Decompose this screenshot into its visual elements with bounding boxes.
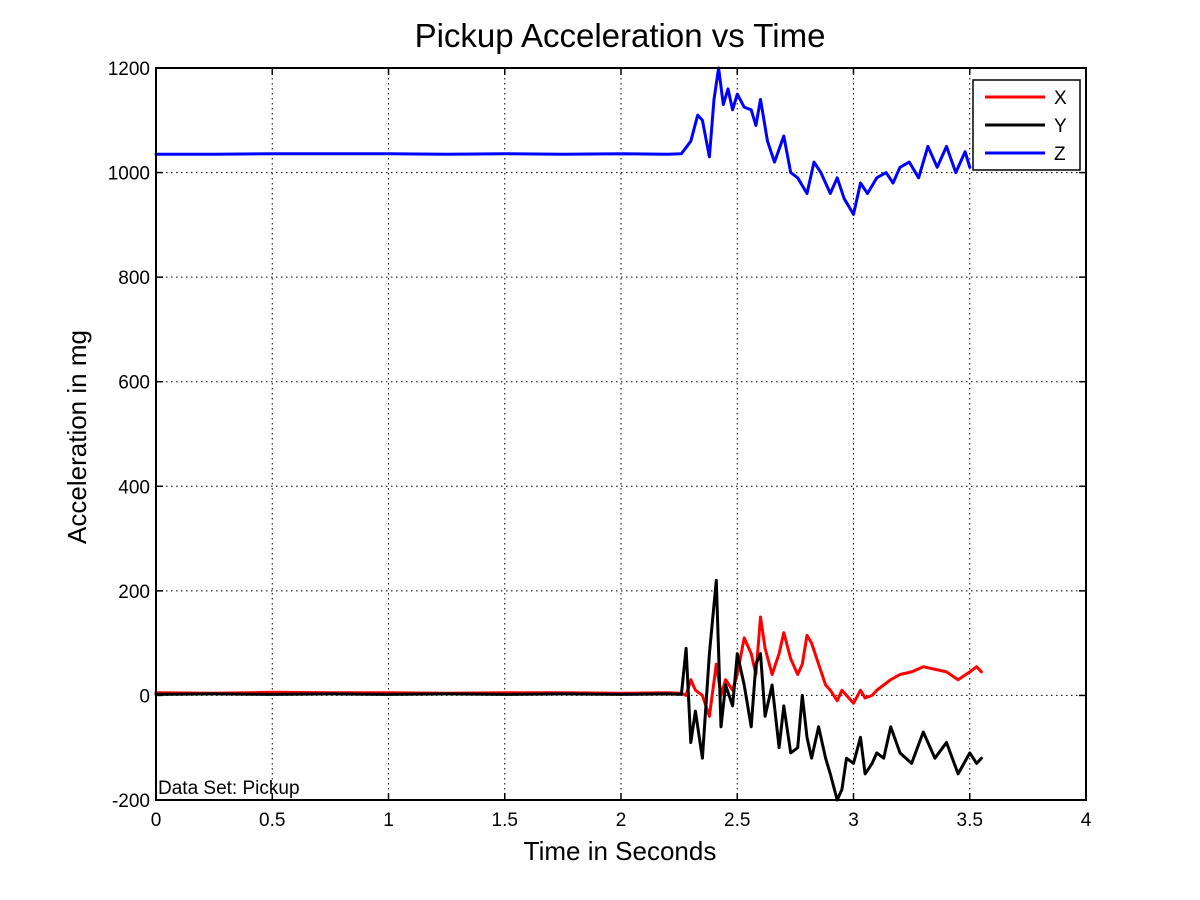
x-tick-label: 4	[1081, 810, 1092, 831]
x-tick-label: 0	[151, 810, 162, 831]
y-tick-label: -200	[112, 791, 150, 812]
series-line-z	[154, 66, 972, 216]
x-tick-label: 2.5	[724, 810, 750, 831]
y-tick-label: 200	[118, 582, 150, 603]
legend-label-x: X	[1054, 88, 1067, 109]
legend-label-y: Y	[1054, 116, 1067, 137]
series-line-y	[154, 578, 983, 802]
x-tick-label: 1	[383, 810, 394, 831]
x-tick-label: 2	[616, 810, 627, 831]
x-axis-label: Time in Seconds	[524, 836, 717, 866]
x-tick-labels: 0 0.5 1 1.5 2 2.5 3 3.5 4	[151, 810, 1092, 831]
legend-label-z: Z	[1054, 144, 1066, 165]
x-tick-label: 3.5	[957, 810, 983, 831]
x-tick-label: 0.5	[259, 810, 285, 831]
y-tick-label: 1000	[108, 164, 150, 185]
y-tick-labels: -200 0 200 400 600 800 1000 1200	[108, 59, 150, 812]
y-tick-label: 400	[118, 477, 150, 498]
legend: XYZ	[972, 79, 1081, 171]
axis-ticks	[155, 67, 1087, 801]
y-tick-label: 600	[118, 373, 150, 394]
dataset-annotation: Data Set: Pickup	[158, 778, 300, 799]
x-tick-label: 1.5	[492, 810, 518, 831]
x-tick-label: 3	[848, 810, 859, 831]
y-tick-label: 1200	[108, 59, 150, 80]
series-layer	[154, 66, 983, 802]
grid-lines	[156, 68, 1086, 800]
chart-title: Pickup Acceleration vs Time	[415, 17, 826, 54]
y-axis-label: Acceleration in mg	[62, 330, 92, 544]
y-tick-label: 800	[118, 268, 150, 289]
y-tick-label: 0	[139, 686, 150, 707]
